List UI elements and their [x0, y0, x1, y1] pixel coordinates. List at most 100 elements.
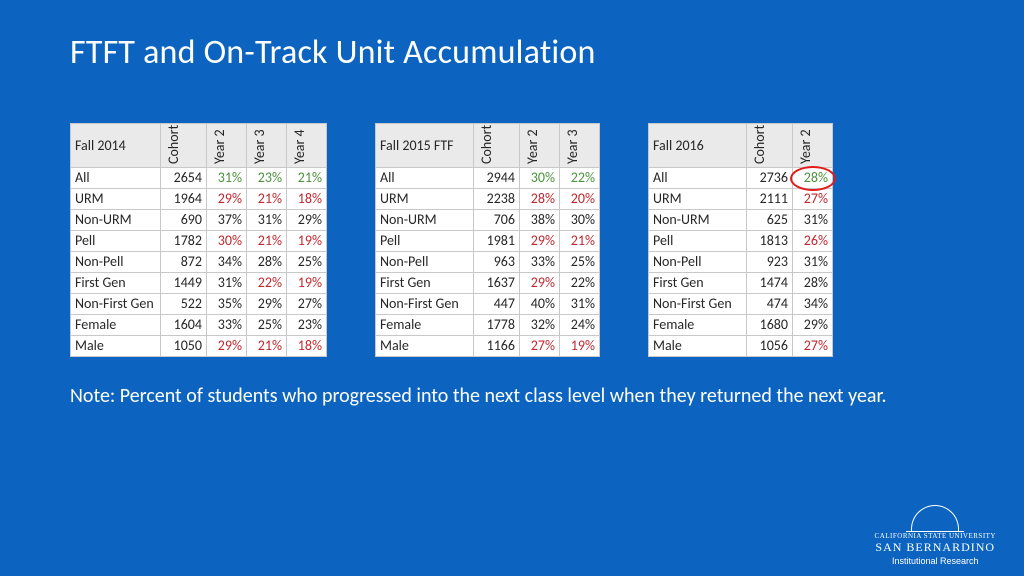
col-header-rotated: Year 2: [207, 124, 247, 168]
col-header-label: Fall 2014: [71, 124, 161, 168]
table-row: Non-Pell92331%: [649, 252, 833, 273]
table-row: Non-URM69037%31%29%: [71, 210, 327, 231]
row-label: Non-Pell: [71, 252, 161, 273]
row-label: First Gen: [71, 273, 161, 294]
pct-value: 27%: [793, 189, 833, 210]
pct-value: 22%: [247, 273, 287, 294]
cohort-value: 2736: [747, 168, 793, 189]
table-row: Non-URM62531%: [649, 210, 833, 231]
row-label: Female: [376, 315, 474, 336]
pct-value: 19%: [287, 273, 327, 294]
logo-line2: SAN BERNARDINO: [875, 540, 996, 554]
row-label: Male: [376, 336, 474, 357]
pct-value: 31%: [247, 210, 287, 231]
cohort-value: 1166: [474, 336, 520, 357]
pct-value: 23%: [287, 315, 327, 336]
cohort-value: 1474: [747, 273, 793, 294]
table-fall2015: Fall 2015 FTFCohortYear 2Year 3All294430…: [375, 123, 600, 357]
cohort-value: 625: [747, 210, 793, 231]
cohort-value: 2238: [474, 189, 520, 210]
cohort-value: 1056: [747, 336, 793, 357]
pct-value: 29%: [520, 231, 560, 252]
pct-value: 31%: [207, 168, 247, 189]
table-row: URM211127%: [649, 189, 833, 210]
table-row: Male105029%21%18%: [71, 336, 327, 357]
row-label: Non-Pell: [649, 252, 747, 273]
row-label: First Gen: [649, 273, 747, 294]
cohort-value: 474: [747, 294, 793, 315]
pct-value: 25%: [247, 315, 287, 336]
row-label: All: [71, 168, 161, 189]
table-row: URM223828%20%: [376, 189, 600, 210]
pct-value: 22%: [560, 273, 600, 294]
row-label: First Gen: [376, 273, 474, 294]
cohort-value: 2654: [161, 168, 207, 189]
row-label: Female: [649, 315, 747, 336]
table-fall2016: Fall 2016CohortYear 2All273628%URM211127…: [648, 123, 833, 357]
col-header-rotated: Cohort: [161, 124, 207, 168]
pct-value: 34%: [793, 294, 833, 315]
cohort-value: 1680: [747, 315, 793, 336]
col-header-rotated: Year 3: [560, 124, 600, 168]
table-fall2014: Fall 2014CohortYear 2Year 3Year 4 All2654…: [70, 123, 327, 357]
pct-value: 29%: [287, 210, 327, 231]
cohort-value: 872: [161, 252, 207, 273]
table-row: First Gen144931%22%19%: [71, 273, 327, 294]
pct-value: 21%: [560, 231, 600, 252]
pct-value: 37%: [207, 210, 247, 231]
pct-value: 29%: [207, 189, 247, 210]
pct-value: 25%: [560, 252, 600, 273]
pct-value: 21%: [247, 336, 287, 357]
pct-value: 30%: [207, 231, 247, 252]
cohort-value: 1981: [474, 231, 520, 252]
cohort-value: 1637: [474, 273, 520, 294]
pct-value: 23%: [247, 168, 287, 189]
row-label: Pell: [649, 231, 747, 252]
pct-value: 27%: [287, 294, 327, 315]
pct-value: 25%: [287, 252, 327, 273]
col-header-rotated: Cohort: [474, 124, 520, 168]
table-row: All273628%: [649, 168, 833, 189]
table-row: Pell178230%21%19%: [71, 231, 327, 252]
logo-arch-icon: [911, 505, 959, 531]
cohort-value: 2111: [747, 189, 793, 210]
table-row: Non-Pell96333%25%: [376, 252, 600, 273]
table-row: First Gen163729%22%: [376, 273, 600, 294]
pct-value: 31%: [560, 294, 600, 315]
table-row: Male116627%19%: [376, 336, 600, 357]
pct-value: 26%: [793, 231, 833, 252]
pct-value: 18%: [287, 336, 327, 357]
row-label: URM: [376, 189, 474, 210]
row-label: Non-Pell: [376, 252, 474, 273]
logo-line3: Institutional Research: [875, 556, 996, 566]
table-row: Male105627%: [649, 336, 833, 357]
tables-container: Fall 2014CohortYear 2Year 3Year 4All2654…: [70, 123, 954, 357]
pct-value: 29%: [793, 315, 833, 336]
row-label: All: [649, 168, 747, 189]
pct-value: 29%: [207, 336, 247, 357]
slide-note: Note: Percent of students who progressed…: [70, 385, 890, 408]
cohort-value: 923: [747, 252, 793, 273]
pct-value: 27%: [520, 336, 560, 357]
cohort-value: 706: [474, 210, 520, 231]
col-header-rotated: Year 3: [247, 124, 287, 168]
pct-value: 35%: [207, 294, 247, 315]
row-label: Non-First Gen: [71, 294, 161, 315]
table-row: Pell198129%21%: [376, 231, 600, 252]
logo-line1: CALIFORNIA STATE UNIVERSITY: [875, 533, 996, 540]
pct-value: 40%: [520, 294, 560, 315]
pct-value: 28%: [793, 273, 833, 294]
cohort-value: 1813: [747, 231, 793, 252]
cohort-value: 2944: [474, 168, 520, 189]
pct-value: 33%: [520, 252, 560, 273]
row-label: Female: [71, 315, 161, 336]
row-label: Non-URM: [376, 210, 474, 231]
cohort-value: 1050: [161, 336, 207, 357]
col-header-rotated: Year 4: [287, 124, 327, 168]
table-row: Non-Pell87234%28%25%: [71, 252, 327, 273]
col-header-rotated: Cohort: [747, 124, 793, 168]
university-logo: CALIFORNIA STATE UNIVERSITY SAN BERNARDI…: [875, 505, 996, 566]
row-label: Pell: [71, 231, 161, 252]
pct-value: 34%: [207, 252, 247, 273]
cohort-value: 522: [161, 294, 207, 315]
